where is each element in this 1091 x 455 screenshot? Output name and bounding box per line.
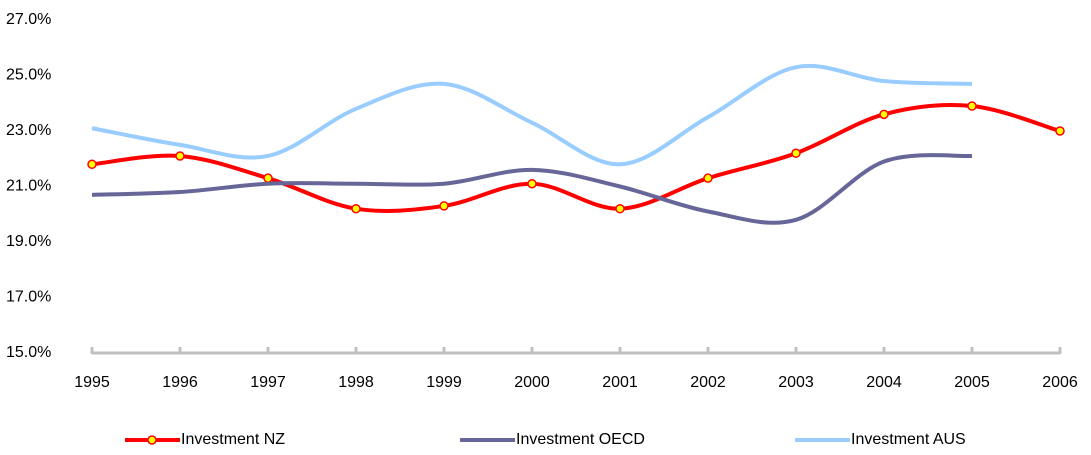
x-tick-label: 1999 <box>426 374 462 391</box>
x-tick-label: 2003 <box>778 374 814 391</box>
x-tick-label: 2005 <box>954 374 990 391</box>
x-tick-label: 1997 <box>250 374 286 391</box>
series-line <box>91 103 1061 213</box>
series-line <box>91 153 973 225</box>
y-tick-label: 19.0% <box>6 233 51 250</box>
marker <box>263 173 273 183</box>
x-tick-label: 2004 <box>866 374 902 391</box>
y-tick-label: 23.0% <box>6 122 51 139</box>
x-tick-label: 2002 <box>690 374 726 391</box>
marker <box>615 203 625 214</box>
marker <box>703 173 713 183</box>
legend-label: Investment AUS <box>851 431 966 448</box>
y-tick-label: 15.0% <box>6 344 51 361</box>
legend-label: Investment NZ <box>181 431 285 448</box>
marker <box>439 201 449 211</box>
x-tick-label: 2001 <box>602 374 638 391</box>
legend-label: Investment OECD <box>516 431 645 448</box>
y-tick-label: 21.0% <box>6 178 51 195</box>
marker <box>791 148 801 158</box>
marker <box>175 151 185 161</box>
legend-marker <box>147 435 157 445</box>
x-tick-label: 2006 <box>1042 374 1078 391</box>
y-tick-label: 25.0% <box>6 67 51 84</box>
x-tick-label: 1995 <box>74 374 110 391</box>
marker <box>1055 126 1065 136</box>
marker <box>87 159 97 170</box>
marker <box>527 178 537 189</box>
marker <box>351 203 361 214</box>
marker <box>879 109 889 120</box>
marker <box>967 101 977 111</box>
x-tick-label: 1998 <box>338 374 374 391</box>
x-tick-label: 1996 <box>162 374 198 391</box>
x-tick-label: 2000 <box>514 374 550 391</box>
y-tick-label: 17.0% <box>6 289 51 306</box>
series-line <box>91 64 973 167</box>
y-tick-label: 27.0% <box>6 11 51 28</box>
